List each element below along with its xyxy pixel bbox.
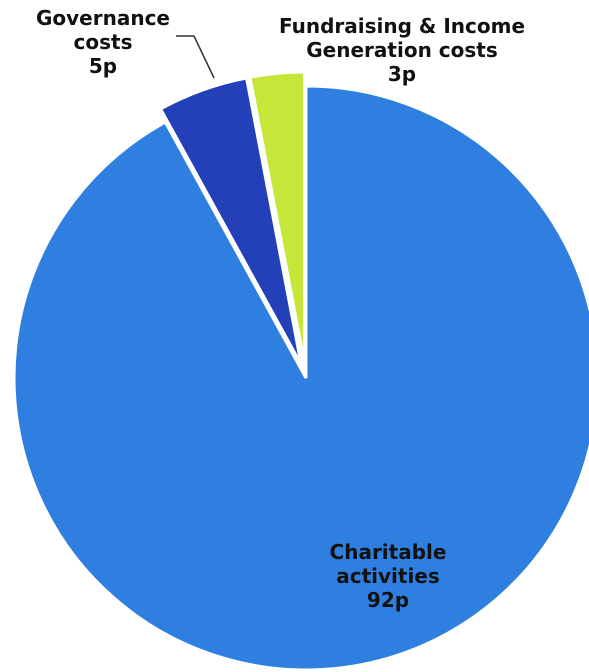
slice-label-governance: Governance costs 5p <box>28 6 178 78</box>
governance-leader-line-segment <box>193 35 215 79</box>
slice-label-governance-value: 5p <box>88 54 118 78</box>
slice-label-fundraising-line-1: Fundraising & Income <box>278 14 526 38</box>
pie-slice-fundraising-income-generation-costs <box>248 70 307 365</box>
slice-label-fundraising-value: 3p <box>387 62 417 86</box>
slice-label-fundraising-line-2: Generation costs <box>306 38 498 62</box>
slice-label-charitable-line-2: activities <box>336 564 440 588</box>
slice-label-governance-line-1: Governance <box>35 6 170 30</box>
pie-slice-charitable-activities <box>12 84 589 672</box>
slice-label-fundraising: Fundraising & Income Generation costs 3p <box>262 14 542 86</box>
slice-label-governance-line-2: costs <box>73 30 133 54</box>
slice-label-charitable: Charitable activities 92p <box>318 540 458 612</box>
slice-label-charitable-value: 92p <box>366 588 410 612</box>
pie-slice-governance-costs <box>158 76 303 366</box>
pie-slices <box>12 70 589 672</box>
slice-label-charitable-line-1: Charitable <box>329 540 447 564</box>
